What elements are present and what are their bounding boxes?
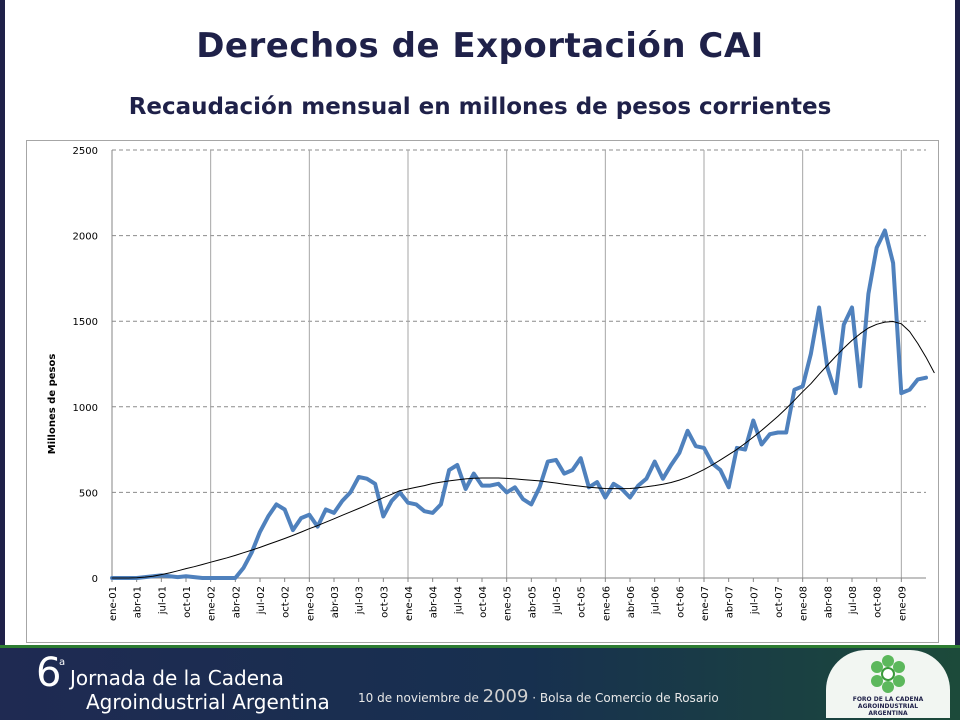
page-subtitle: Recaudación mensual en millones de pesos… xyxy=(128,94,832,120)
x-tick-label: abr-04 xyxy=(429,586,440,618)
x-tick-label: ene-05 xyxy=(503,586,514,621)
y-tick-label: 2500 xyxy=(73,146,98,157)
line-chart: 0 500 1000 1500 2000 2500 ene-01 abr-01 jul-01 oc… xyxy=(47,146,935,621)
x-tick-label: ene-04 xyxy=(404,586,415,621)
right-border xyxy=(955,0,960,645)
series-line-recaudacion xyxy=(110,228,928,580)
x-tick-label: abr-06 xyxy=(626,586,637,618)
x-tick-label: jul-02 xyxy=(256,586,267,615)
x-tick-label: abr-08 xyxy=(823,586,834,618)
x-tick-label: ene-03 xyxy=(305,586,316,621)
y-axis-title: Millones de pesos xyxy=(47,354,58,455)
x-tick-label: oct-05 xyxy=(577,586,588,618)
x-tick-label: ene-01 xyxy=(108,586,119,621)
x-tick-label: jul-01 xyxy=(157,586,168,615)
chart-frame: 0 500 1000 1500 2000 2500 ene-01 abr-01 jul-01 oc… xyxy=(26,140,939,643)
x-tick-label: ene-02 xyxy=(207,586,218,621)
x-tick-label: oct-02 xyxy=(281,586,292,618)
x-tick-label: ene-07 xyxy=(700,586,711,621)
y-tick-label: 2000 xyxy=(73,232,98,243)
x-tick-label: ene-06 xyxy=(601,586,612,621)
x-tick-label: abr-02 xyxy=(231,586,242,618)
logo-text: FORO DE LA CADENA AGROINDUSTRIAL ARGENTI… xyxy=(840,696,936,717)
x-tick-label: jul-05 xyxy=(552,586,563,615)
event-date-prefix: 10 de noviembre de xyxy=(358,691,483,705)
y-tick-label: 500 xyxy=(79,488,98,499)
series-line-trend xyxy=(111,321,935,579)
flower-icon xyxy=(871,655,905,693)
x-tick-label: ene-08 xyxy=(799,586,810,621)
left-border xyxy=(0,0,5,645)
y-tick-label: 1000 xyxy=(73,403,98,414)
footer-banner xyxy=(0,645,960,720)
x-tick-label: abr-07 xyxy=(725,586,736,618)
x-tick-label: abr-01 xyxy=(133,586,144,618)
event-date-suffix: · Bolsa de Comercio de Rosario xyxy=(528,691,719,705)
x-tick-label: oct-04 xyxy=(478,586,489,618)
edition-number: 6 xyxy=(36,650,62,696)
event-name-line2: Agroindustrial Argentina xyxy=(86,690,330,714)
x-tick-label: ene-09 xyxy=(897,586,908,621)
x-tick-label: abr-03 xyxy=(330,586,341,618)
event-name-line1: Jornada de la Cadena xyxy=(70,666,284,690)
x-tick-label: oct-06 xyxy=(675,586,686,618)
x-tick-label: oct-01 xyxy=(182,586,193,618)
event-date-year: 2009 xyxy=(482,686,529,707)
x-tick-label: jul-08 xyxy=(848,586,859,615)
page-title: Derechos de Exportación CAI xyxy=(196,26,764,66)
x-tick-label: jul-03 xyxy=(355,586,366,615)
logo-text-line1: FORO DE LA CADENA xyxy=(852,696,924,703)
edition-suffix: a xyxy=(59,657,66,668)
x-tick-label: jul-07 xyxy=(749,586,760,615)
y-tick-label: 1500 xyxy=(73,317,98,328)
logo-text-line2: AGROINDUSTRIAL ARGENTINA xyxy=(857,703,919,717)
x-tick-label: jul-04 xyxy=(453,586,464,615)
event-date: 10 de noviembre de 2009 · Bolsa de Comer… xyxy=(358,686,719,707)
x-tick-label: abr-05 xyxy=(527,586,538,618)
y-tick-label: 0 xyxy=(92,574,98,585)
foro-logo: FORO DE LA CADENA AGROINDUSTRIAL ARGENTI… xyxy=(826,650,950,718)
x-tick-label: oct-03 xyxy=(379,586,390,618)
x-tick-label: jul-06 xyxy=(651,586,662,615)
footer-accent-line xyxy=(0,645,960,648)
x-tick-label: oct-08 xyxy=(873,586,884,618)
x-tick-label: oct-07 xyxy=(774,586,785,618)
